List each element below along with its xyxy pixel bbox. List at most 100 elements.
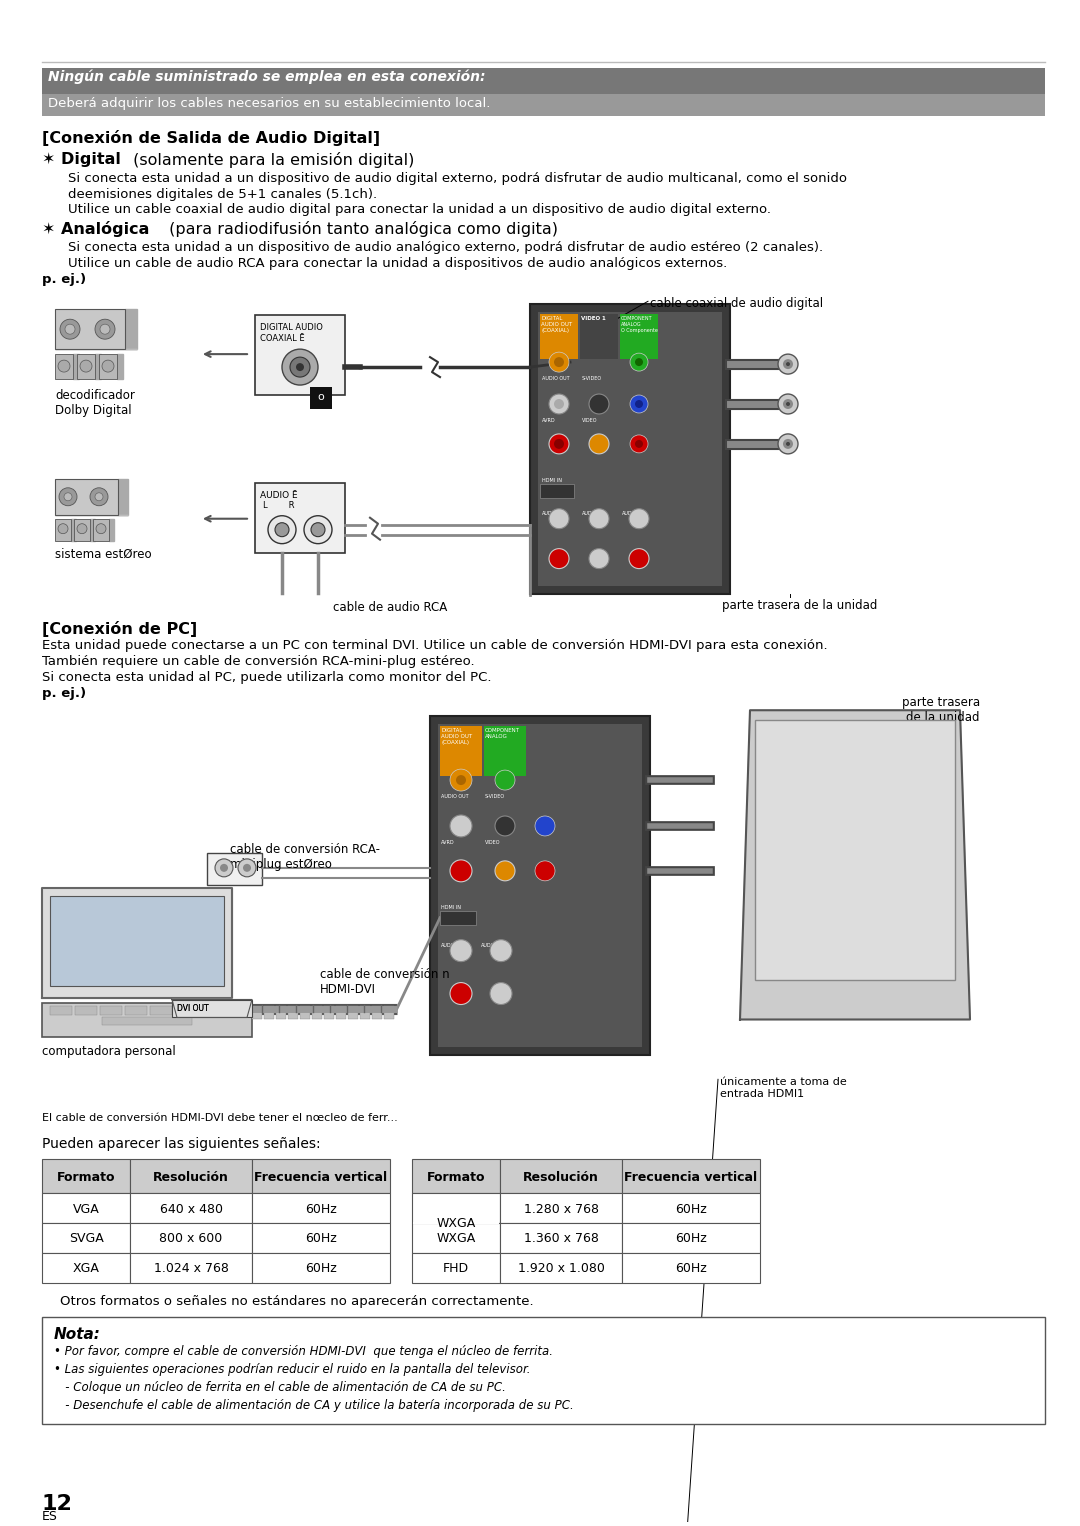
Text: SVGA: SVGA [69,1233,104,1245]
Text: DVI OUT: DVI OUT [177,1004,208,1013]
Text: 60Hz: 60Hz [675,1202,707,1216]
Circle shape [495,861,515,881]
Text: 60Hz: 60Hz [306,1202,337,1216]
Circle shape [495,771,515,790]
Bar [264,1006,274,1019]
Circle shape [275,523,289,537]
Text: AUDIO Ē: AUDIO Ē [260,491,298,501]
Bar [500,1253,622,1283]
Bar [530,304,730,594]
Text: AUDIO: AUDIO [622,511,638,516]
Bar [75,1006,97,1015]
Text: DIGITAL
AUDIO OUT
(COAXIAL): DIGITAL AUDIO OUT (COAXIAL) [541,316,572,333]
Text: VGA: VGA [72,1202,99,1216]
Circle shape [450,859,472,882]
Bar [42,1160,130,1193]
Circle shape [630,395,648,414]
Circle shape [589,433,609,453]
Circle shape [630,435,648,453]
Polygon shape [125,310,137,349]
Bar [42,1317,1045,1424]
Circle shape [635,400,643,407]
Circle shape [450,815,472,836]
Bar [336,1006,346,1019]
Bar [500,1160,622,1193]
Bar [411,1193,500,1222]
Text: 640 x 480: 640 x 480 [160,1202,222,1216]
Text: Formato: Formato [57,1170,116,1184]
Circle shape [635,439,643,449]
Bar [372,1006,382,1019]
Bar [312,1006,322,1019]
Text: Si conecta esta unidad a un dispositivo de audio analógico externo, podrá disfru: Si conecta esta unidad a un dispositivo … [68,241,823,255]
Text: Utilice un cable coaxial de audio digital para conectar la unidad a un dispositi: Utilice un cable coaxial de audio digita… [68,203,771,217]
Circle shape [630,353,648,371]
Polygon shape [118,479,129,514]
Circle shape [450,983,472,1004]
Text: AUDIO OUT: AUDIO OUT [441,794,469,800]
Bar [130,1193,252,1222]
Bar [175,1006,197,1015]
Text: VIDEO: VIDEO [485,839,500,845]
Bar [252,1222,390,1253]
Circle shape [535,816,555,836]
Text: ES: ES [42,1511,58,1523]
Text: 1.360 x 768: 1.360 x 768 [524,1233,598,1245]
Circle shape [589,549,609,569]
Bar [252,1253,390,1283]
Circle shape [629,508,649,528]
Bar [622,1160,760,1193]
Bar [130,1222,252,1253]
Bar [622,1253,760,1283]
Bar [207,853,262,885]
Bar [255,482,345,552]
Circle shape [58,523,68,534]
Text: VIDEO 1: VIDEO 1 [581,316,606,320]
Polygon shape [117,354,123,378]
Circle shape [100,324,110,334]
Circle shape [554,357,564,368]
Text: 12: 12 [42,1494,72,1514]
Text: AVRD: AVRD [441,839,455,845]
Bar [440,726,482,777]
Circle shape [549,508,569,528]
Bar [55,354,73,378]
Bar [300,1006,310,1019]
Circle shape [77,523,87,534]
Text: Resolución: Resolución [523,1170,599,1184]
Text: DVI OUT: DVI OUT [177,1004,208,1013]
Circle shape [783,359,793,369]
Circle shape [282,349,318,385]
Text: El cable de conversión HDMI-DVI debe tener el nœcleo de ferr...: El cable de conversión HDMI-DVI debe ten… [42,1114,397,1123]
Circle shape [102,360,114,372]
Circle shape [60,319,80,339]
Text: Otros formatos o señales no estándares no aparecerán correctamente.: Otros formatos o señales no estándares n… [60,1294,534,1308]
Circle shape [629,549,649,569]
Text: parte trasera de la unidad: parte trasera de la unidad [723,598,878,612]
Bar [755,720,955,980]
Circle shape [58,360,70,372]
Text: AUDIO: AUDIO [441,943,457,948]
Text: Resolución: Resolución [153,1170,229,1184]
Circle shape [220,864,228,871]
Bar [130,1253,252,1283]
Circle shape [291,357,310,377]
Text: Frecuencia vertical: Frecuencia vertical [255,1170,388,1184]
Circle shape [786,401,789,406]
Bar [411,1222,500,1253]
Text: COMPONENT
ANALOG
O Componente: COMPONENT ANALOG O Componente [621,316,658,333]
Bar [93,519,109,540]
Circle shape [783,439,793,449]
Text: (solamente para la emisión digital): (solamente para la emisión digital) [129,151,415,168]
Circle shape [311,523,325,537]
Bar [150,1006,172,1015]
Text: DIGITAL
AUDIO OUT
(COAXIAL): DIGITAL AUDIO OUT (COAXIAL) [441,728,472,745]
Text: 800 x 600: 800 x 600 [160,1233,222,1245]
Bar [55,479,118,514]
Bar [288,1006,298,1019]
Circle shape [786,362,789,366]
Bar [622,1193,760,1222]
Circle shape [296,363,303,371]
Bar [622,1222,760,1253]
Bar [252,1193,390,1222]
